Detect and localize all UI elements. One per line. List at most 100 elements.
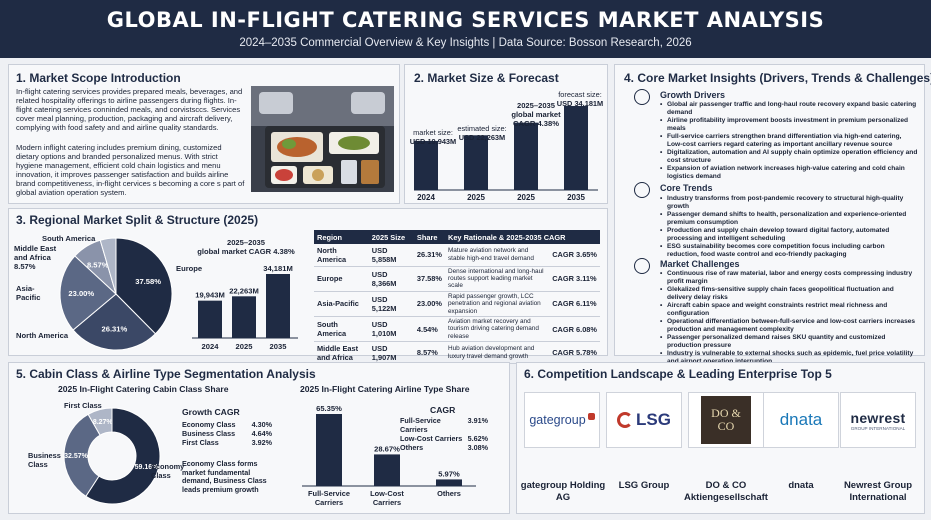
- pie-percent-label: 26.31%: [102, 325, 128, 334]
- cagr-cell: CAGR 6.08%: [549, 316, 600, 343]
- size-cell: USD 1,010M: [368, 316, 414, 343]
- share-cell: 23.00%: [413, 291, 445, 317]
- insight-item: Full-service carriers strengthen brand d…: [660, 133, 918, 149]
- airline-chart-title: 2025 In-Flight Catering Airline Type Sha…: [300, 384, 470, 394]
- donut-percent-label: 59.16%: [135, 464, 160, 471]
- airline-cagr-name: Others: [400, 443, 424, 452]
- newrest-wordmark: newrest: [850, 409, 906, 426]
- cabin-note: Economy Class forms market fundamental d…: [182, 459, 267, 494]
- donut-segment: [63, 413, 101, 497]
- share-cell: 37.58%: [413, 266, 445, 292]
- growth-row: First Class 3.92%: [182, 438, 272, 447]
- forecast-axis-label: 2035: [567, 193, 585, 202]
- logo-doco: DO & CO: [688, 392, 764, 448]
- lsg-wordmark: LSG: [636, 410, 671, 429]
- forecast-bar-chart: 2024 2025 2025 2035: [414, 106, 598, 202]
- regional-table-header: Region 2025 Size Share Key Rationale & 2…: [314, 230, 600, 244]
- insight-item: Industry is vulnerable to external shock…: [660, 350, 918, 366]
- forecast-label-2035: forecast size: USD 34,181M: [552, 90, 608, 108]
- scope-title: 1. Market Scope Introduction: [16, 71, 181, 85]
- forecast-title: 2. Market Size & Forecast: [414, 71, 559, 85]
- region-cell: Asia-Pacific: [314, 291, 369, 317]
- region-cell: Europe: [314, 266, 369, 292]
- logo-dnata: dnata: [763, 392, 839, 448]
- regional-table: Region 2025 Size Share Key Rationale & 2…: [314, 230, 600, 365]
- pie-percent-label: 37.58%: [135, 277, 161, 286]
- airline-cagr-value: 3.91%: [467, 416, 488, 425]
- company-name: LSG Group: [618, 480, 670, 491]
- forecast-label-2025-line-1: estimated size:: [457, 124, 507, 133]
- size-cell: USD 1,907M: [368, 341, 414, 365]
- growth-value: 4.64%: [251, 429, 272, 438]
- competition-title: 6. Competition Landscape & Leading Enter…: [524, 367, 832, 381]
- pie-label-mea: Middle East and Africa 8.57%: [14, 244, 57, 271]
- lsg-swoosh-icon: [617, 412, 634, 428]
- drivers-list: Global air passenger traffic and long-ha…: [660, 101, 918, 181]
- cagr-cell: CAGR 5.78%: [549, 341, 600, 365]
- insight-item: Airline profitability improvement boosts…: [660, 117, 918, 133]
- inflight-meal-photo: [251, 86, 394, 192]
- airline-bar-value: 5.97%: [438, 469, 460, 478]
- growth-row: Economy Class 4.30%: [182, 420, 272, 429]
- regional-bar: [198, 300, 222, 338]
- airline-bar-value: 65.35%: [316, 404, 342, 413]
- rationale-cell: Rapid passenger growth, LCC penetration …: [444, 291, 550, 317]
- share-cell: 4.54%: [413, 316, 445, 343]
- rationale-cell: Hub aviation development and luxury trav…: [444, 341, 550, 365]
- col-region: Region: [314, 230, 369, 244]
- airline-cagr-title: CAGR: [430, 405, 456, 415]
- regional-bar: [232, 296, 256, 338]
- newrest-tagline: GROUP INTERNATIONAL: [850, 425, 906, 431]
- regional-bar-category: 2035: [270, 342, 288, 351]
- scope-para-1: In-flight catering services provides pre…: [16, 87, 243, 132]
- forecast-cagr-line-1: 2025–2035: [516, 101, 555, 110]
- regional-bar-title-line-1: 2025–2035: [226, 238, 265, 247]
- airline-bar: [436, 479, 462, 486]
- insight-item: Passenger demand shifts to health, perso…: [660, 211, 918, 227]
- share-cell: 8.57%: [413, 341, 445, 365]
- airline-cagr-row: Low-Cost Carriers 5.62%: [400, 434, 488, 443]
- cabin-donut-chart: 59.16% 32.57% 8.27%: [63, 407, 161, 505]
- donut-percent-label: 8.27%: [93, 419, 114, 426]
- forecast-bar: [464, 135, 488, 190]
- doco-wordmark: DO & CO: [711, 406, 741, 433]
- insight-item: Global air passenger traffic and long-ha…: [660, 101, 918, 117]
- size-cell: USD 5,122M: [368, 291, 414, 317]
- market-challenges-icon: [634, 258, 650, 274]
- regional-bar-title-line-2: global market CAGR 4.38%: [197, 247, 295, 256]
- size-cell: USD 5,858M: [368, 244, 414, 267]
- pie-slice: [115, 237, 173, 335]
- insight-item: Continuous rise of raw material, labor a…: [660, 270, 918, 286]
- growth-name: First Class: [182, 438, 219, 447]
- airline-cagr-row: Others 3.08%: [400, 443, 488, 452]
- forecast-label-2035-value: USD 34,181M: [556, 99, 604, 108]
- airline-cagr-value: 3.08%: [467, 443, 488, 452]
- table-row: North America USD 5,858M 26.31% Mature avia…: [314, 244, 600, 267]
- forecast-label-2024-line-1: market size:: [413, 128, 453, 137]
- regional-bar-category: 2024: [202, 342, 220, 351]
- airline-cagr-row: Full-Service Carriers 3.91%: [400, 416, 488, 434]
- forecast-cagr-note: 2025–2035 global market CAGR 4.38%: [506, 101, 566, 128]
- scope-para-2: Modern inflight catering includes premiu…: [16, 143, 245, 197]
- growth-cagr-list: Economy Class 4.30% Business Class 4.64% F…: [182, 420, 272, 447]
- regional-bar-value: 19,943M: [195, 291, 225, 300]
- airline-bar: [316, 414, 342, 486]
- company-name: gategroup Holding AG: [520, 480, 606, 503]
- forecast-label-2025-value: USD 22,263M: [458, 133, 506, 142]
- forecast-bar: [414, 140, 438, 190]
- airline-cagr-list: Full-Service Carriers 3.91% Low-Cost Carr…: [400, 416, 488, 452]
- insight-item: Expansion of aviation network increases …: [660, 165, 918, 181]
- airline-bar-value: 28.67%: [374, 444, 400, 453]
- share-cell: 26.31%: [413, 244, 445, 267]
- logo-newrest: newrest GROUP INTERNATIONAL: [840, 392, 916, 448]
- company-name: dnata: [788, 480, 814, 491]
- growth-cagr-title: Growth CAGR: [182, 407, 240, 417]
- forecast-label-2024: market size: USD 19,943M: [408, 128, 458, 146]
- table-row: Asia-Pacific USD 5,122M 23.00% Rapid passen…: [314, 291, 600, 317]
- gategroup-wordmark: gategroup: [529, 413, 586, 427]
- page-title: GLOBAL IN-FLIGHT CATERING SERVICES MARKE…: [106, 8, 825, 32]
- forecast-cagr-line-2: global market: [511, 110, 561, 119]
- table-row: Europe USD 8,366M 37.58% Dense internationa…: [314, 266, 600, 292]
- region-cell: North America: [314, 244, 369, 267]
- airline-bar-category: Others: [437, 489, 461, 498]
